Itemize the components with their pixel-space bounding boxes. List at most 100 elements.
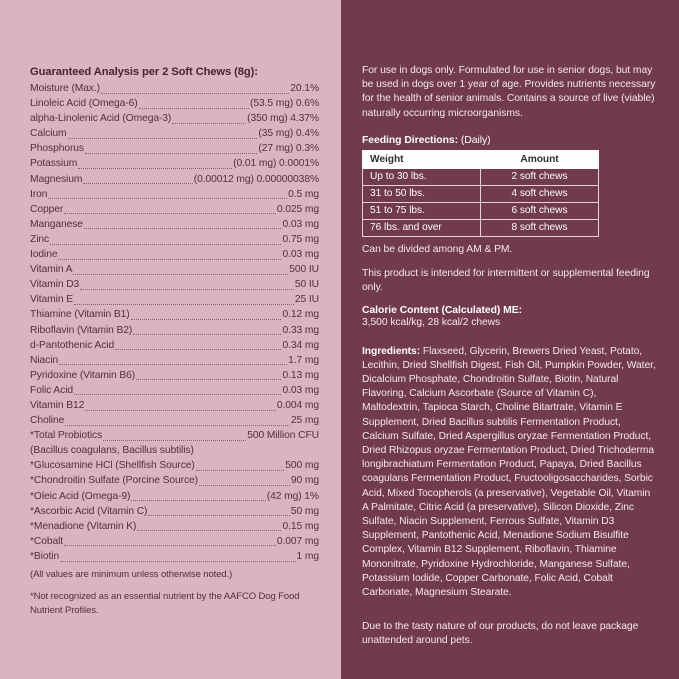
analysis-row: alpha-Linolenic Acid (Omega-3) (350 mg) 4… <box>30 111 319 126</box>
leader-dots <box>64 213 276 215</box>
analysis-nutrient-name: *Biotin <box>30 550 60 562</box>
analysis-nutrient-name: Folic Acid <box>30 384 74 396</box>
analysis-row: *Chondroitin Sulfate (Porcine Source) 90… <box>30 473 319 488</box>
analysis-nutrient-value: 0.34 mg <box>282 339 319 351</box>
analysis-nutrient-value: (27 mg) 0.3% <box>258 143 319 155</box>
analysis-nutrient-value: 0.025 mg <box>276 203 319 215</box>
analysis-row: *Biotin 1 mg <box>30 549 319 564</box>
analysis-row: *Glucosamine HCl (Shellfish Source) 500 m… <box>30 458 319 473</box>
table-row: 31 to 50 lbs. 4 soft chews <box>362 184 599 203</box>
analysis-row: Iodine 0.03 mg <box>30 247 319 262</box>
leader-dots <box>48 198 288 200</box>
analysis-nutrient-value: (0.00012 mg) 0.00000038% <box>193 173 319 185</box>
leader-dots <box>65 424 290 426</box>
table-row: Up to 30 lbs. 2 soft chews <box>362 167 599 186</box>
analysis-nutrient-name: Manganese <box>30 218 83 230</box>
analysis-row: Calcium (35 mg) 0.4% <box>30 126 319 141</box>
analysis-nutrient-name: *Cobalt <box>30 535 64 547</box>
analysis-nutrient-name: Choline <box>30 415 65 427</box>
table-row: 51 to 75 lbs. 6 soft chews <box>362 201 599 220</box>
cell-amount: 6 soft chews <box>480 201 599 220</box>
leader-dots <box>133 334 282 336</box>
analysis-row: Vitamin A 500 IU <box>30 262 319 277</box>
analysis-nutrient-value: 0.33 mg <box>282 324 319 336</box>
analysis-row: *Ascorbic Acid (Vitamin C) 50 mg <box>30 504 319 519</box>
analysis-row: d-Pantothenic Acid 0.34 mg <box>30 338 319 353</box>
cell-weight: 31 to 50 lbs. <box>362 184 481 203</box>
leader-dots <box>83 183 193 185</box>
analysis-nutrient-name: Potassium <box>30 158 78 170</box>
analysis-nutrient-value: (42 mg) 1% <box>266 490 319 502</box>
analysis-nutrient-value: 500 IU <box>289 264 319 276</box>
ingredients-text: Flaxseed, Glycerin, Brewers Dried Yeast,… <box>362 345 656 599</box>
analysis-nutrient-name: *Menadione (Vitamin K) <box>30 520 137 532</box>
leader-dots <box>74 394 282 396</box>
leader-dots <box>195 469 285 471</box>
analysis-row: Vitamin B12 0.004 mg <box>30 398 319 413</box>
divided-note: Can be divided among AM & PM. <box>362 243 513 255</box>
leader-dots <box>59 364 288 366</box>
cell-amount: 2 soft chews <box>480 167 599 186</box>
analysis-nutrient-value: 0.03 mg <box>282 384 319 396</box>
analysis-nutrient-value: 0.5 mg <box>288 188 319 200</box>
analysis-nutrient-value: 0.03 mg <box>282 218 319 230</box>
analysis-nutrient-name: Niacin <box>30 354 59 366</box>
analysis-nutrient-name: Calcium <box>30 128 67 140</box>
leader-dots <box>83 228 282 230</box>
ingredients-label: Ingredients: <box>362 345 421 357</box>
analysis-row: Folic Acid 0.03 mg <box>30 383 319 398</box>
intermittent-feeding-note: This product is intended for intermitten… <box>362 268 650 294</box>
guaranteed-analysis-list: Moisture (Max.) 20.1% Linoleic Acid (Omega… <box>30 81 319 443</box>
analysis-row: Linoleic Acid (Omega-6) (53.5 mg) 0.6% <box>30 96 319 111</box>
analysis-nutrient-name: Magnesium <box>30 173 83 185</box>
analysis-nutrient-value: 0.75 mg <box>282 233 319 245</box>
leader-dots <box>137 530 282 532</box>
analysis-nutrient-name: Vitamin D3 <box>30 279 80 291</box>
leader-dots <box>73 303 294 305</box>
analysis-nutrient-value: 500 mg <box>285 460 319 472</box>
analysis-nutrient-name: Linoleic Acid (Omega-6) <box>30 98 138 110</box>
analysis-row: Zinc 0.75 mg <box>30 232 319 247</box>
analysis-nutrient-value: 90 mg <box>290 475 319 487</box>
analysis-nutrient-value: 0.15 mg <box>282 520 319 532</box>
analysis-nutrient-name: *Oleic Acid (Omega-9) <box>30 490 131 502</box>
analysis-nutrient-value: 0.004 mg <box>276 399 319 411</box>
directions-panel: For use in dogs only. Formulated for use… <box>341 0 679 679</box>
analysis-row: Niacin 1.7 mg <box>30 353 319 368</box>
analysis-nutrient-value: 50 mg <box>290 505 319 517</box>
leader-dots <box>78 168 233 170</box>
analysis-nutrient-value: 50 IU <box>294 279 319 291</box>
calorie-content-value: 3,500 kcal/kg, 28 kcal/2 chews <box>362 317 501 329</box>
minimum-values-note: (All values are minimum unless otherwise… <box>30 569 233 580</box>
analysis-nutrient-name: Vitamin A <box>30 264 73 276</box>
leader-dots <box>136 379 282 381</box>
feeding-directions-heading: Feeding Directions: (Daily) <box>362 135 657 146</box>
probiotic-species: (Bacillus coagulans, Bacillus subtilis) <box>30 445 194 457</box>
analysis-row: *Total Probiotics 500 Million CFU <box>30 428 319 443</box>
feeding-directions-daily: (Daily) <box>458 134 491 146</box>
analysis-nutrient-value: (35 mg) 0.4% <box>258 128 319 140</box>
analysis-row: Choline 25 mg <box>30 413 319 428</box>
cell-weight: 51 to 75 lbs. <box>362 201 481 220</box>
analysis-nutrient-value: 25 mg <box>290 415 319 427</box>
calorie-content-heading: Calorie Content (Calculated) ME: <box>362 305 523 317</box>
analysis-nutrient-name: Copper <box>30 203 64 215</box>
analysis-nutrient-name: Vitamin B12 <box>30 399 85 411</box>
leader-dots <box>84 152 258 154</box>
table-row: 76 lbs. and over 8 soft chews <box>362 218 599 237</box>
analysis-row: Copper 0.025 mg <box>30 202 319 217</box>
analysis-row: Magnesium (0.00012 mg) 0.00000038% <box>30 172 319 187</box>
leader-dots <box>73 273 289 275</box>
analysis-nutrient-value: 500 Million CFU <box>247 430 319 442</box>
analysis-nutrient-value: (350 mg) 4.37% <box>247 113 319 125</box>
analysis-nutrient-name: alpha-Linolenic Acid (Omega-3) <box>30 113 172 125</box>
analysis-row: *Oleic Acid (Omega-9) (42 mg) 1% <box>30 489 319 504</box>
analysis-nutrient-value: 0.007 mg <box>276 535 319 547</box>
leader-dots <box>85 409 276 411</box>
guaranteed-analysis-title: Guaranteed Analysis per 2 Soft Chews (8g… <box>30 66 258 78</box>
analysis-nutrient-value: 20.1% <box>290 83 319 94</box>
cell-amount: 8 soft chews <box>480 218 599 237</box>
analysis-nutrient-name: Iron <box>30 188 48 200</box>
leader-dots <box>172 122 247 124</box>
analysis-nutrient-value: 0.12 mg <box>282 309 319 321</box>
